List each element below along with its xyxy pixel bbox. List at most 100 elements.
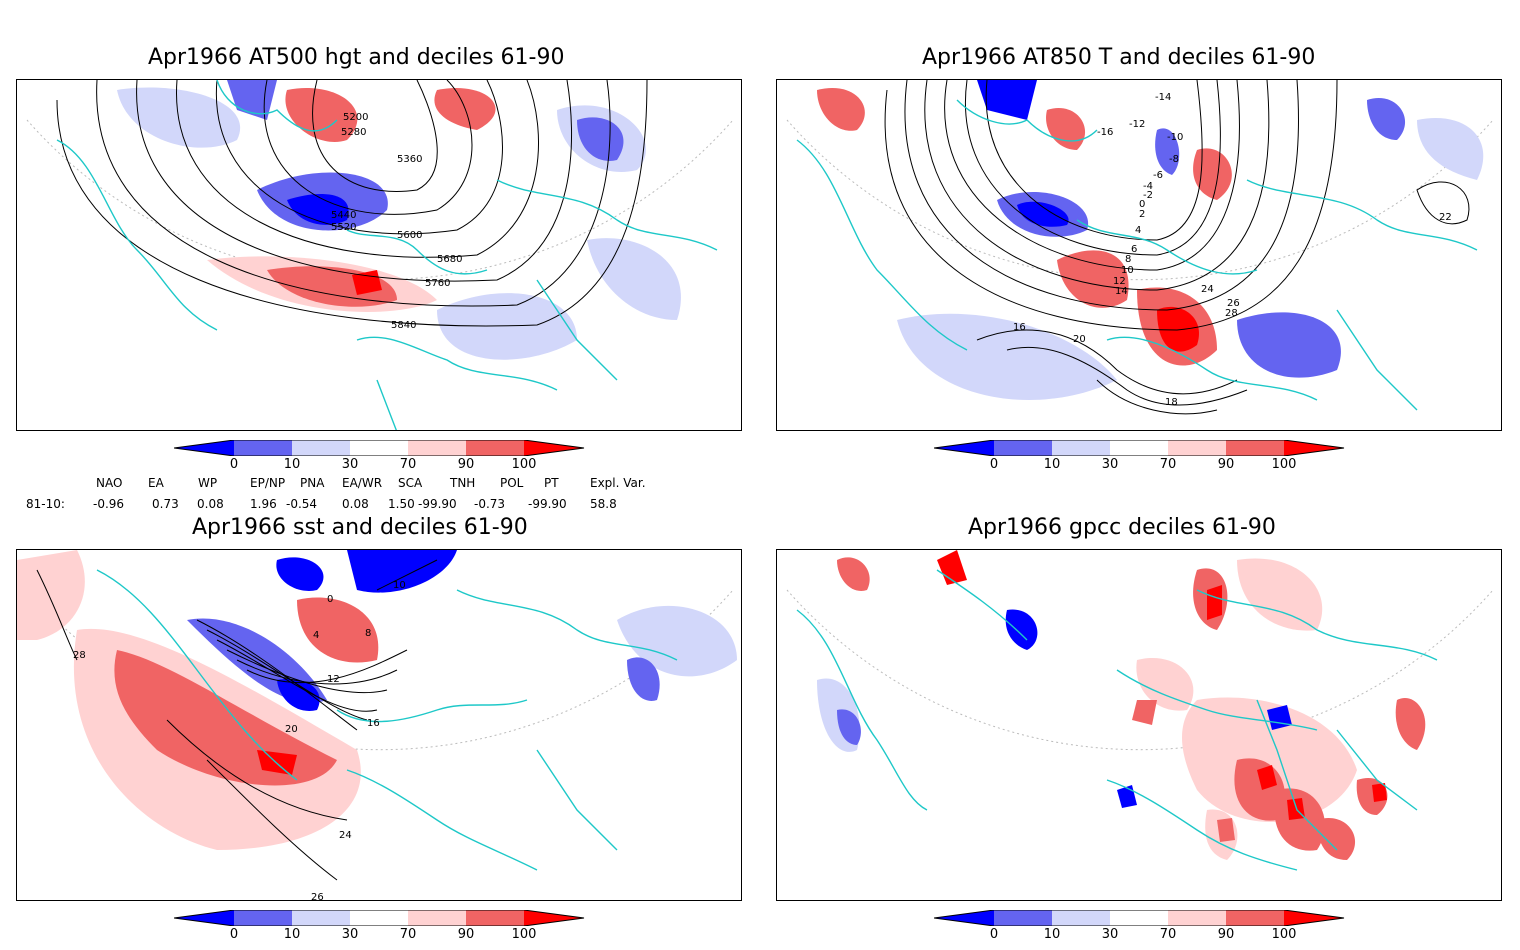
anomaly-shade (1193, 148, 1232, 200)
colorbar-tick: 90 (457, 457, 475, 472)
index-header: WP (198, 476, 218, 490)
index-header: NAO (96, 476, 123, 490)
index-value: -99.90 (418, 497, 457, 511)
index-header: SCA (398, 476, 423, 490)
contour-label: 12 (327, 674, 340, 685)
colorbar-tick: 70 (1159, 457, 1177, 472)
panel-title-at850: Apr1966 AT850 T and deciles 61-90 (922, 45, 1316, 70)
contour-label: 10 (1121, 265, 1134, 276)
colorbar-tick: 10 (283, 457, 301, 472)
anomaly-shade (1155, 128, 1180, 175)
anomaly-shade (114, 650, 337, 786)
contour-label: 28 (1225, 308, 1238, 319)
contour-label: 26 (1227, 298, 1240, 309)
index-header: EP/NP (250, 476, 286, 490)
anomaly-shade (1046, 108, 1086, 150)
anomaly-shade (287, 194, 349, 225)
anomaly-shade (277, 679, 320, 711)
colorbar-tick: 10 (1043, 927, 1061, 942)
anomaly-shade (1017, 201, 1069, 227)
contour-label: -16 (1097, 127, 1113, 138)
panel-title-gpcc: Apr1966 gpcc deciles 61-90 (968, 515, 1276, 540)
panel-title-at500: Apr1966 AT500 hgt and deciles 61-90 (148, 45, 565, 70)
anomaly-shade (817, 88, 865, 131)
colorbar-tick: 0 (229, 927, 239, 942)
colorbar-tick: 30 (341, 457, 359, 472)
contour-label: 14 (1115, 286, 1128, 297)
contour-label: 2 (1139, 209, 1145, 220)
index-value: 1.50 (388, 497, 415, 511)
contour-label: 4 (313, 630, 319, 641)
contour-label: 0 (327, 594, 333, 605)
contour-label: -8 (1169, 154, 1179, 165)
contour-label: 5200 (343, 112, 368, 123)
index-value: 0.08 (342, 497, 369, 511)
contour-label: 5760 (425, 278, 450, 289)
anomaly-shade (617, 605, 737, 677)
colorbar-tick: 10 (1043, 457, 1061, 472)
contour-label: 4 (1135, 225, 1141, 236)
anomaly-shade (1237, 312, 1341, 378)
anomaly-shade (297, 597, 379, 663)
anomaly-shade (1157, 306, 1199, 352)
anomaly-shade (276, 557, 324, 591)
colorbar-tick: 100 (1271, 927, 1297, 942)
anomaly-shade (587, 238, 681, 320)
index-value: -0.73 (474, 497, 506, 511)
contour-label: 5600 (397, 230, 422, 241)
contour-label: 5520 (331, 222, 356, 233)
colorbar-tick: 100 (511, 927, 537, 942)
anomaly-shade (437, 293, 577, 360)
contour-label: -10 (1167, 132, 1183, 143)
colorbar-tick: 0 (989, 927, 999, 942)
contour-label: 24 (339, 830, 352, 841)
index-header: EA/WR (342, 476, 383, 490)
anomaly-shade (897, 313, 1117, 400)
contour-label: 20 (1073, 334, 1086, 345)
contour-label: 8 (1125, 254, 1131, 265)
contour-label: -4 (1143, 181, 1153, 192)
panel-title-sst: Apr1966 sst and deciles 61-90 (192, 515, 528, 540)
contour-label: 20 (285, 724, 298, 735)
colorbar-bottom-right: 0 10 30 70 90 100 (933, 909, 1354, 950)
index-header: Expl. Var. (590, 476, 646, 490)
colorbar-tick: 0 (989, 457, 999, 472)
contour-label: 10 (393, 580, 406, 591)
anomaly-shade (347, 550, 457, 593)
contour-label: 16 (367, 718, 380, 729)
contour-label: 5360 (397, 154, 422, 165)
index-row-label: 81-10: (26, 497, 65, 511)
contour-label: 18 (1165, 397, 1178, 408)
index-value: 0.08 (197, 497, 224, 511)
contour-label: -14 (1155, 92, 1171, 103)
contour-label: -2 (1143, 190, 1153, 201)
contour-label: 22 (1439, 212, 1452, 223)
contour-label: 5440 (331, 210, 356, 221)
colorbar-tick: 30 (1101, 457, 1119, 472)
indices-header-row: NAO EA WP EP/NP PNA EA/WR SCA TNH POL PT… (0, 476, 760, 492)
anomaly-shade (577, 117, 624, 161)
contour-label: 24 (1201, 284, 1214, 295)
contour-label: 5280 (341, 127, 366, 138)
index-value: -0.54 (286, 497, 318, 511)
colorbar-tick: 90 (457, 927, 475, 942)
index-value: -0.96 (93, 497, 125, 511)
colorbar-tick: 70 (399, 457, 417, 472)
colorbar-tick: 30 (1101, 927, 1119, 942)
anomaly-shade (17, 550, 85, 640)
index-value: 0.73 (152, 497, 179, 511)
anomaly-shade (257, 750, 297, 775)
anomaly-shade (977, 80, 1037, 120)
colorbar-tick: 0 (229, 457, 239, 472)
anomaly-shade (1367, 98, 1406, 140)
colorbar-tick: 70 (399, 927, 417, 942)
map-gpcc (776, 549, 1502, 901)
colorbar-tick: 100 (511, 457, 537, 472)
colorbar-bottom-left: 0 10 30 70 90 100 (173, 909, 594, 950)
contour-label: 8 (365, 628, 371, 639)
colorbar-top-right: 0 10 30 70 90 100 (933, 439, 1354, 480)
contour-label: 12 (1113, 276, 1126, 287)
anomaly-shade (1057, 250, 1129, 308)
contour-label: 0 (1139, 199, 1145, 210)
index-header: PT (544, 476, 559, 490)
